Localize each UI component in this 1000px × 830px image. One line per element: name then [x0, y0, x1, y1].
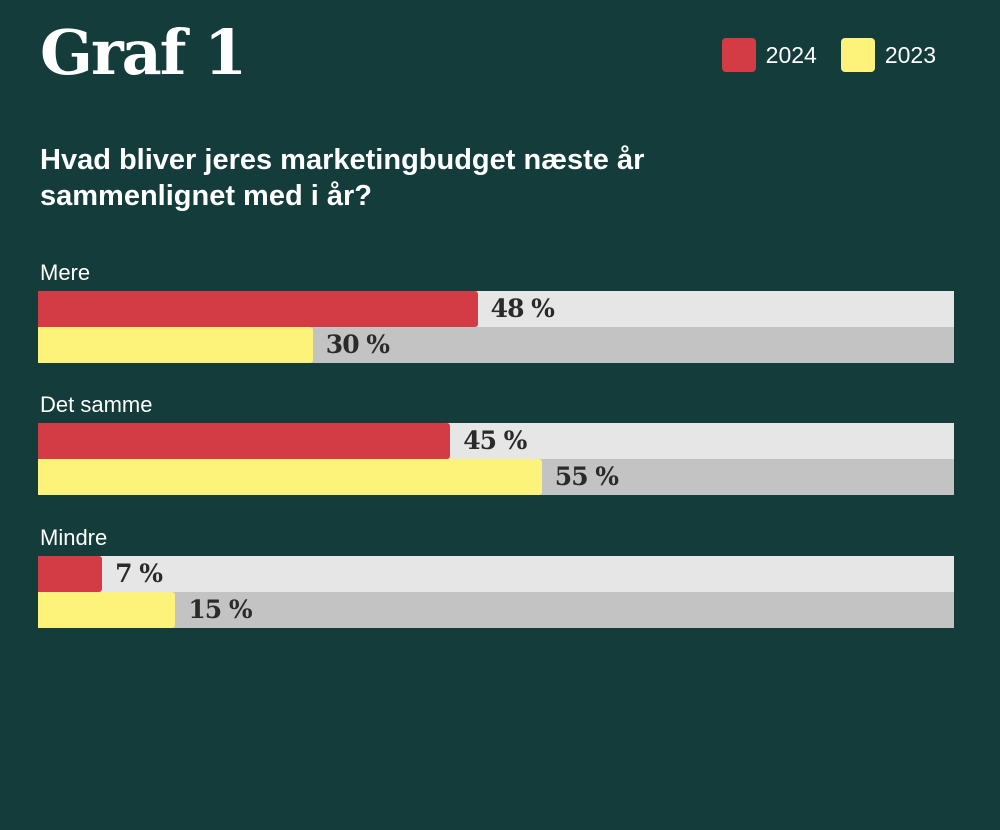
- bar-mere-2024: [38, 291, 478, 327]
- legend-label-2024: 2024: [765, 41, 817, 68]
- chart-title: Graf 1: [40, 16, 247, 89]
- bar-det-samme-2023: [38, 459, 542, 495]
- bar-mindre-2023: [38, 592, 176, 628]
- bar-track: [38, 592, 954, 628]
- value-label-mere-2024: 48 %: [490, 294, 555, 323]
- value-label-mere-2023: 30 %: [325, 330, 390, 359]
- legend-item-2024: 2024: [721, 38, 817, 72]
- bar-mindre-2024: [38, 556, 103, 592]
- value-label-det-samme-2023: 55 %: [554, 462, 619, 491]
- value-label-mindre-2024: 7 %: [115, 559, 163, 588]
- legend-label-2023: 2023: [884, 41, 936, 68]
- legend: 2024 2023: [721, 38, 936, 72]
- category-label-mere: Mere: [40, 260, 91, 285]
- value-label-mindre-2023: 15 %: [188, 595, 252, 624]
- bar-track: [38, 556, 954, 592]
- legend-swatch-2024: [721, 38, 756, 72]
- legend-swatch-2023: [840, 38, 875, 72]
- category-label-det-samme: Det samme: [40, 392, 153, 417]
- chart-question: Hvad bliver jeres marketingbudget næste …: [40, 144, 645, 212]
- bar-det-samme-2024: [38, 423, 451, 459]
- bar-mere-2023: [38, 327, 313, 363]
- value-label-det-samme-2024: 45 %: [463, 426, 527, 455]
- legend-item-2023: 2023: [840, 38, 936, 72]
- category-label-mindre: Mindre: [40, 525, 108, 550]
